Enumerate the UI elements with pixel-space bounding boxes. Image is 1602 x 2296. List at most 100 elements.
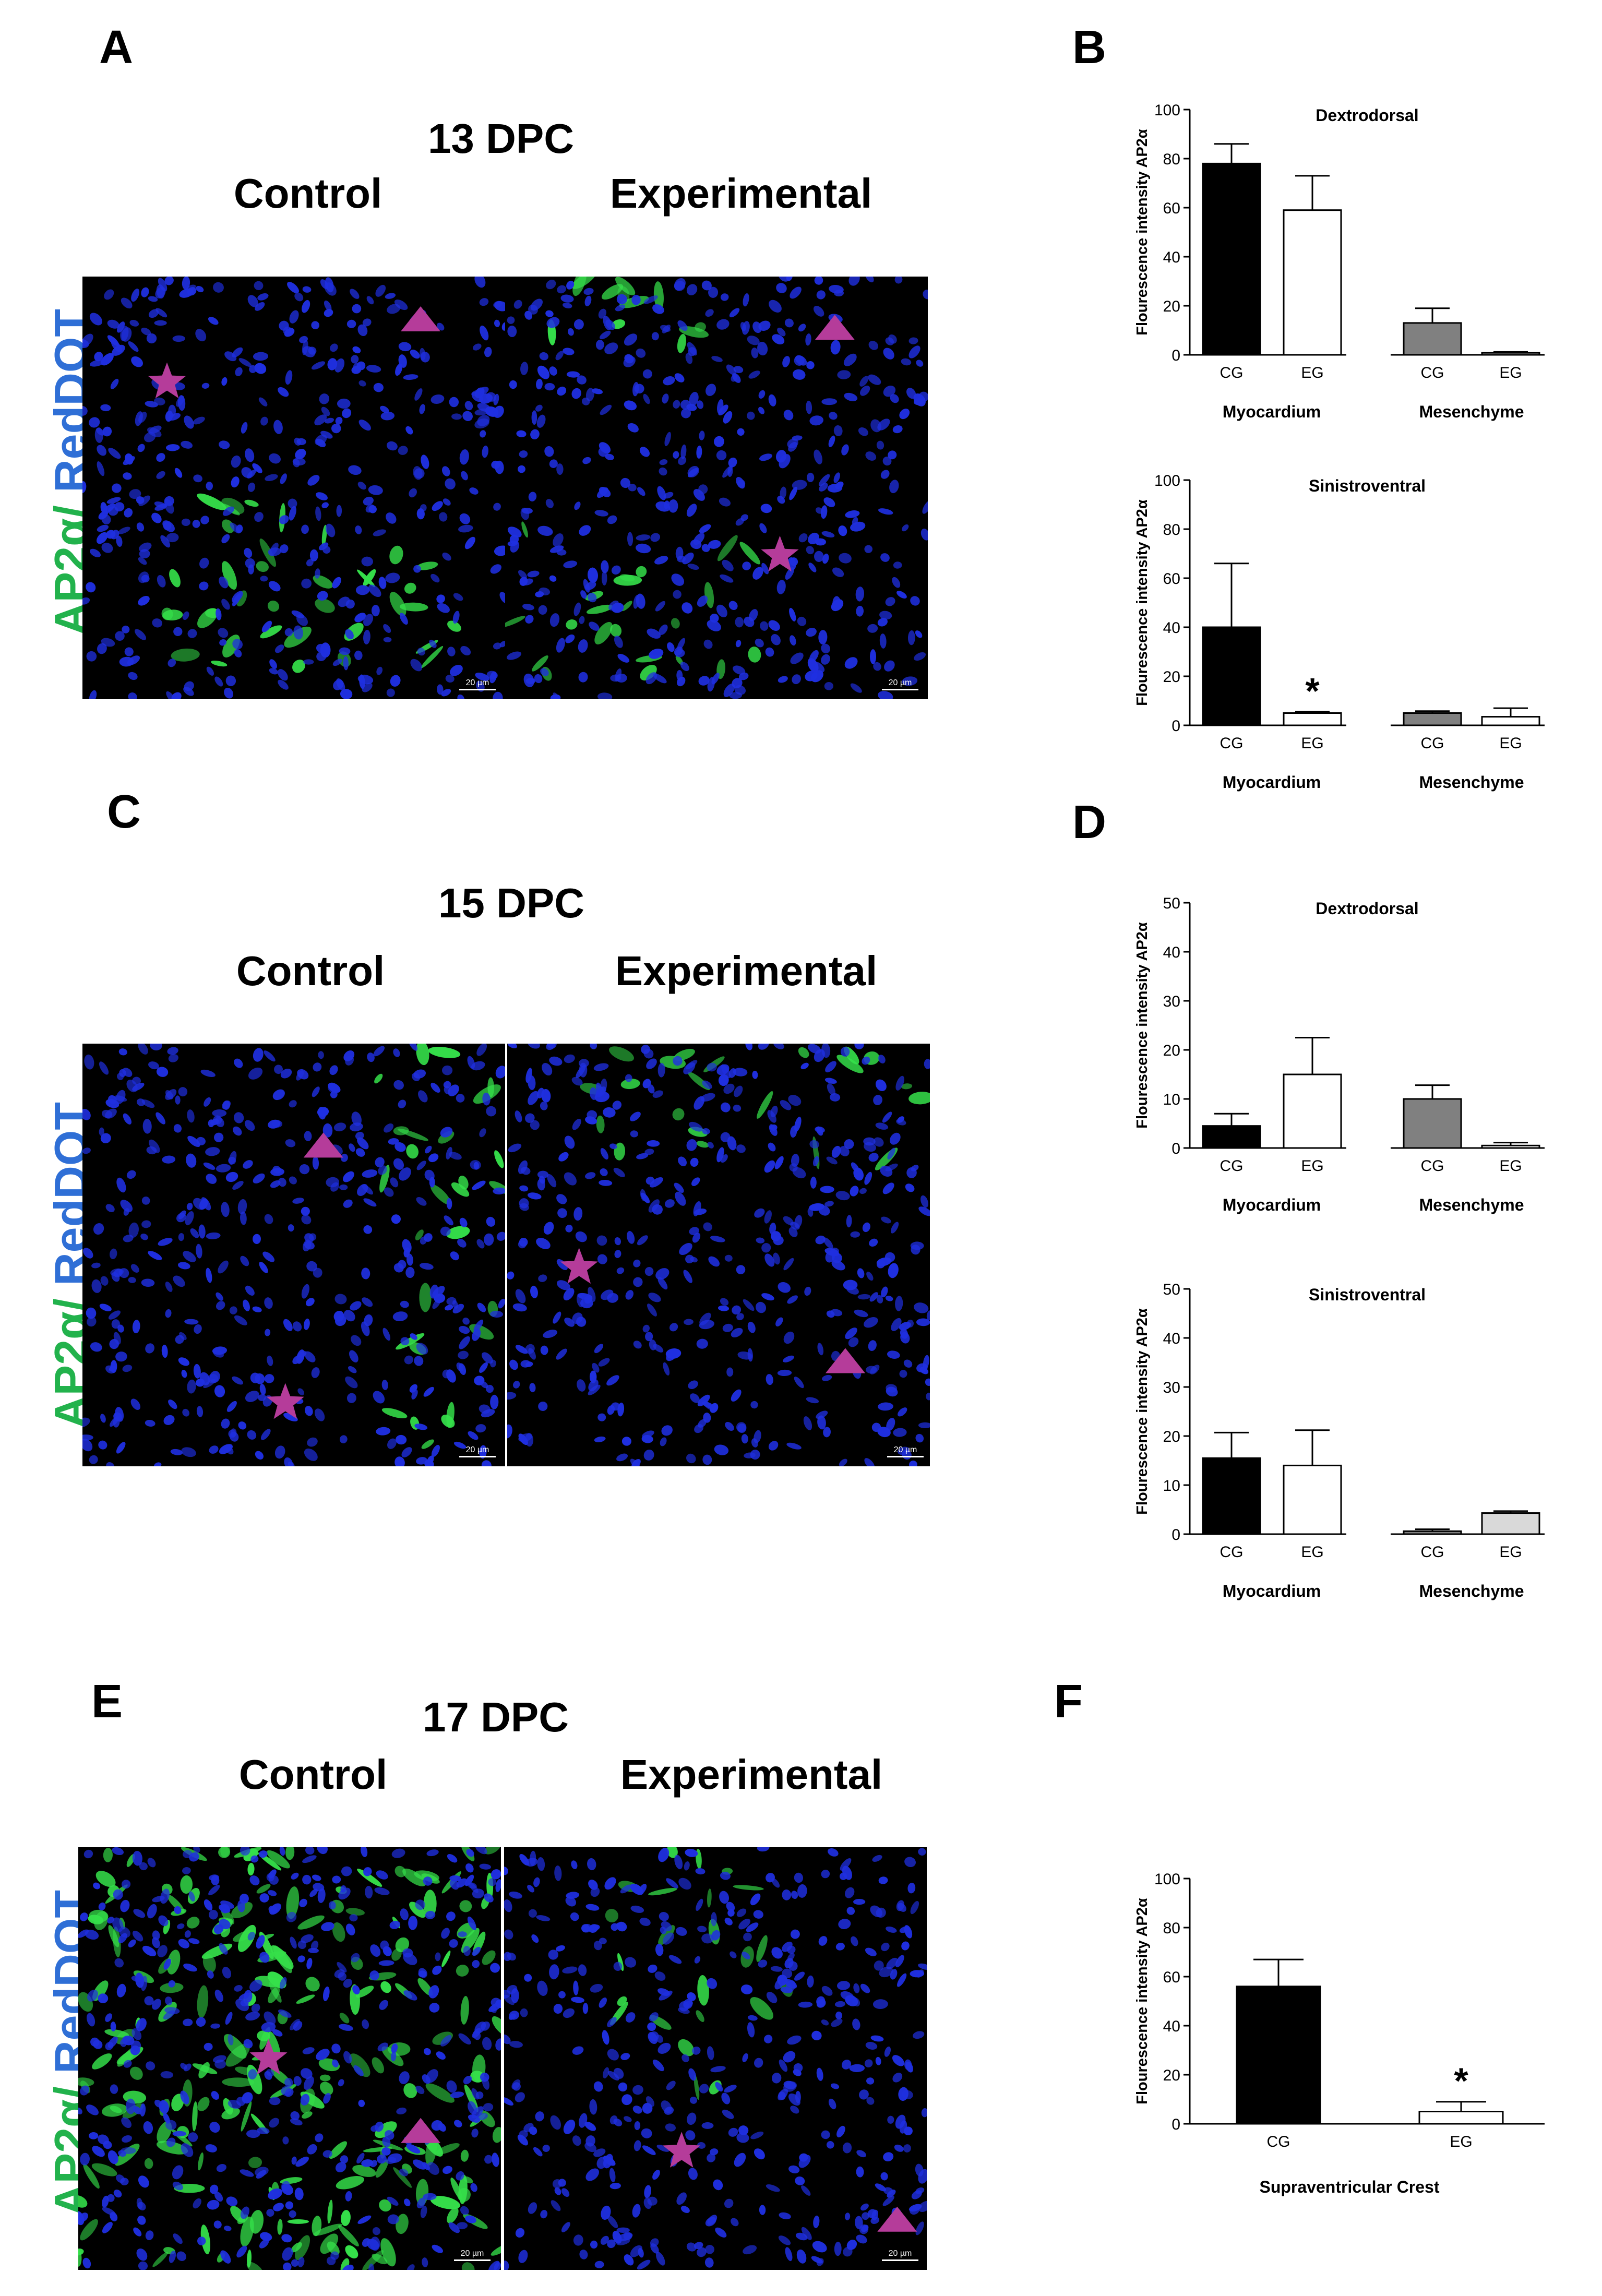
panel-letter-c: C — [107, 786, 141, 838]
x-tick-label: CG — [1267, 2133, 1290, 2150]
y-tick-label: 60 — [1163, 1969, 1180, 1986]
scale-bar: 20 µm — [882, 678, 918, 690]
bar — [1403, 1530, 1462, 1535]
scale-bar: 20 µm — [454, 2249, 491, 2261]
experimental-label: Experimental — [620, 1751, 883, 1798]
micrograph-13dpc-control — [82, 277, 505, 699]
significance-asterisk: * — [1305, 671, 1320, 711]
y-tick-label: 30 — [1163, 1379, 1180, 1396]
group-label: Mesenchyme — [1419, 402, 1524, 421]
experimental-label: Experimental — [615, 948, 878, 994]
triangle-marker-icon — [303, 1132, 343, 1158]
bar — [1202, 626, 1261, 726]
bar — [1283, 209, 1342, 356]
bar-chart-f-supraventricular: 0 20 40 60 80 100 Flourescence intensity AP2α C… — [1122, 1858, 1565, 2254]
scale-bar: 20 µm — [459, 1445, 496, 1457]
bar — [1481, 1144, 1540, 1149]
y-tick-label: 50 — [1163, 1281, 1180, 1298]
stage-label-17dpc: 17 DPC — [422, 1694, 569, 1740]
y-axis-label: Flourescence intensity AP2α — [1134, 1898, 1151, 2104]
y-tick-label: 40 — [1163, 2018, 1180, 2035]
y-tick-label: 100 — [1154, 1871, 1180, 1888]
chart-title: Dextrodorsal — [1316, 106, 1418, 125]
bar — [1481, 716, 1540, 726]
control-label: Control — [233, 170, 382, 217]
bar — [1283, 712, 1342, 726]
x-tick-label: CG — [1421, 1544, 1444, 1561]
y-tick-label: 20 — [1163, 1428, 1180, 1445]
y-axis-label: Flourescence intensity AP2α — [1134, 129, 1151, 336]
y-tick-label: 20 — [1163, 298, 1180, 315]
group-label: Supraventricular Crest — [1259, 2178, 1439, 2196]
panel-letter-b: B — [1072, 21, 1106, 74]
x-tick-label: EG — [1301, 364, 1323, 381]
panel-letter-a: A — [99, 21, 133, 74]
star-marker-icon — [663, 2132, 701, 2168]
y-tick-label: 100 — [1154, 102, 1180, 119]
y-tick-label: 40 — [1163, 619, 1180, 637]
x-tick-label: CG — [1421, 735, 1444, 752]
group-label: Myocardium — [1223, 1195, 1321, 1214]
panel-letter-e: E — [91, 1676, 123, 1728]
y-tick-label: 0 — [1171, 718, 1180, 735]
micrograph-13dpc-experimental — [505, 277, 928, 699]
stage-label-13dpc: 13 DPC — [427, 115, 575, 162]
chart-title: Sinistroventral — [1309, 1285, 1426, 1304]
bar — [1418, 2111, 1504, 2125]
bar — [1481, 352, 1540, 356]
group-label: Mesenchyme — [1419, 773, 1524, 792]
star-marker-icon — [761, 535, 799, 572]
bar-chart-d-sinistroventral: Sinistroventral 0 10 20 30 40 50 Flourescence i… — [1122, 1268, 1565, 1623]
y-tick-label: 0 — [1171, 1526, 1180, 1544]
micrograph-17dpc-experimental — [504, 1847, 927, 2270]
bar — [1202, 1457, 1261, 1535]
bar — [1202, 1125, 1261, 1149]
y-tick-label: 0 — [1171, 2116, 1180, 2133]
x-tick-label: EG — [1499, 1157, 1522, 1175]
micrograph-17dpc-control — [78, 1847, 501, 2270]
panel-letter-f: F — [1054, 1676, 1083, 1728]
x-tick-label: EG — [1499, 735, 1522, 752]
x-tick-label: CG — [1220, 1544, 1244, 1561]
y-tick-label: 80 — [1163, 521, 1180, 539]
bar — [1283, 1073, 1342, 1149]
y-tick-label: 60 — [1163, 200, 1180, 217]
control-label: Control — [238, 1751, 388, 1798]
bar — [1403, 322, 1462, 356]
y-tick-label: 40 — [1163, 944, 1180, 961]
bar — [1202, 162, 1261, 356]
control-label: Control — [236, 948, 385, 994]
y-tick-label: 30 — [1163, 993, 1180, 1010]
y-tick-label: 20 — [1163, 668, 1180, 686]
x-tick-label: EG — [1450, 2133, 1472, 2150]
group-label: Myocardium — [1223, 1582, 1321, 1600]
group-label: Mesenchyme — [1419, 1582, 1524, 1600]
micrograph-15dpc-experimental — [507, 1044, 930, 1466]
y-tick-label: 0 — [1171, 1140, 1180, 1157]
y-axis-label: Flourescence intensity AP2α — [1134, 499, 1151, 706]
scale-bar: 20 µm — [459, 678, 496, 690]
x-tick-label: CG — [1421, 364, 1444, 381]
y-tick-label: 20 — [1163, 1042, 1180, 1059]
x-tick-label: EG — [1301, 1157, 1323, 1175]
bar — [1283, 1464, 1342, 1535]
experimental-label: Experimental — [609, 170, 872, 217]
bar-chart-b-dextrodorsal: Dextrodorsal 0 20 40 60 80 100 Flourescence int… — [1122, 89, 1565, 444]
bar-chart-b-sinistroventral: Sinistroventral 0 20 40 60 80 100 Flourescence … — [1122, 459, 1565, 814]
panel-letter-d: D — [1072, 796, 1106, 848]
y-tick-label: 60 — [1163, 570, 1180, 588]
chart-title: Dextrodorsal — [1316, 899, 1418, 918]
y-tick-label: 40 — [1163, 1330, 1180, 1347]
chart-title: Sinistroventral — [1309, 476, 1426, 495]
triangle-marker-icon — [815, 315, 855, 340]
y-tick-label: 80 — [1163, 151, 1180, 168]
bar-chart-d-dextrodorsal: Dextrodorsal 0 10 20 30 40 50 Flourescence inte… — [1122, 882, 1565, 1237]
y-tick-label: 80 — [1163, 1920, 1180, 1937]
triangle-marker-icon — [877, 2206, 917, 2232]
bar — [1403, 712, 1462, 726]
group-label: Myocardium — [1223, 773, 1321, 792]
x-tick-label: CG — [1421, 1157, 1444, 1175]
x-tick-label: EG — [1301, 1544, 1323, 1561]
micrograph-15dpc-control — [82, 1044, 505, 1466]
group-label: Myocardium — [1223, 402, 1321, 421]
